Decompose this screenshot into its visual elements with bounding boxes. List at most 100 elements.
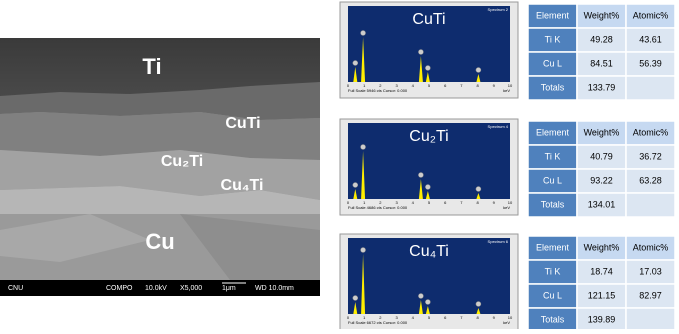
peak-marker — [360, 30, 366, 36]
table-value: 43.61 — [639, 34, 662, 44]
peak — [353, 302, 358, 314]
x-tick-label: 10 — [508, 315, 513, 320]
peak-marker — [352, 295, 359, 301]
peak — [418, 300, 423, 314]
x-tick-label: 3 — [395, 200, 398, 205]
phase-label: Cu₄Ti — [221, 177, 264, 194]
table-cell — [625, 283, 676, 309]
x-unit: keV — [503, 88, 510, 93]
x-tick-label: 0 — [347, 315, 350, 320]
table-cell — [625, 144, 676, 170]
peak-marker — [418, 172, 424, 178]
peak — [361, 151, 366, 199]
x-tick-label: 3 — [395, 83, 398, 88]
info-text: CNU — [8, 285, 23, 292]
x-tick-label: 0 — [347, 83, 350, 88]
x-tick-label: 8 — [476, 315, 479, 320]
x-unit: keV — [503, 205, 510, 210]
table-value: 49.28 — [590, 34, 613, 44]
info-text: 1μm — [222, 285, 236, 292]
table-value: 17.03 — [639, 266, 662, 276]
table-value: Ti K — [545, 266, 561, 276]
table-value: Cu L — [543, 58, 562, 68]
table-cell — [625, 192, 676, 218]
peak — [418, 56, 423, 82]
table-cell — [625, 259, 676, 285]
peak — [353, 67, 358, 82]
table-value: 133.79 — [588, 82, 616, 92]
table-value: 63.28 — [639, 175, 662, 185]
peak — [361, 254, 366, 314]
spectrum-title: Cu₂Ti — [409, 128, 448, 145]
table-header: Element — [536, 242, 570, 252]
x-tick-label: 10 — [508, 83, 513, 88]
table-value: 40.79 — [590, 151, 613, 161]
table-cell — [576, 75, 627, 101]
peak — [476, 308, 481, 314]
table-cell — [625, 235, 676, 261]
table-value: 139.89 — [588, 314, 616, 324]
x-tick-label: 8 — [476, 83, 479, 88]
x-tick-label: 6 — [444, 200, 447, 205]
table-header: Element — [536, 10, 570, 20]
content: Ti CuTi Cu₂Ti Cu₄Ti Cu CNU COMPO 10.0kV X5,000 1μ… — [8, 1, 676, 333]
x-unit: keV — [503, 320, 510, 325]
x-tick-label: 8 — [476, 200, 479, 205]
peak — [425, 306, 430, 314]
x-tick-label: 1 — [363, 315, 366, 320]
table-cell — [625, 75, 676, 101]
x-tick-label: 2 — [379, 83, 382, 88]
table-value: 18.74 — [590, 266, 613, 276]
table-cell — [527, 3, 578, 29]
table-value: 121.15 — [588, 290, 616, 300]
x-tick-label: 2 — [379, 200, 382, 205]
table-cell — [576, 192, 627, 218]
table-cell — [527, 283, 578, 309]
x-tick-label: 9 — [493, 315, 496, 320]
table-cell — [527, 75, 578, 101]
peak-marker — [360, 247, 366, 253]
table-value: Totals — [541, 314, 565, 324]
info-text: X5,000 — [180, 285, 202, 292]
table-value: Cu L — [543, 175, 562, 185]
peak-marker — [352, 182, 359, 188]
peak — [361, 37, 366, 82]
peak — [418, 179, 423, 199]
table-value: Totals — [541, 82, 565, 92]
table-header: Weight% — [584, 127, 620, 137]
table-header: Atomic% — [633, 10, 669, 20]
peak-marker — [475, 67, 482, 73]
table-cell — [527, 144, 578, 170]
table-header: Atomic% — [633, 127, 669, 137]
x-tick-label: 5 — [428, 83, 431, 88]
peak-marker — [425, 65, 431, 71]
spectrum-title: CuTi — [412, 11, 445, 28]
table-value: 93.22 — [590, 175, 613, 185]
spectrum-footer: Full Scale 5946 cts Cursor: 0.000 — [348, 88, 408, 93]
table-cell — [625, 51, 676, 77]
table-cell — [576, 144, 627, 170]
peak — [425, 191, 430, 199]
x-tick-label: 7 — [460, 83, 463, 88]
table-cell — [625, 307, 676, 333]
x-tick-label: 6 — [444, 315, 447, 320]
table-value: 56.39 — [639, 58, 662, 68]
phase-label: Cu₂Ti — [161, 153, 203, 170]
x-tick-label: 3 — [395, 315, 398, 320]
spectrum-name: Spectrum 2 — [488, 7, 509, 12]
peak-marker — [360, 144, 366, 150]
table-value: Cu L — [543, 290, 562, 300]
table-value: 82.97 — [639, 290, 662, 300]
x-tick-label: 7 — [460, 200, 463, 205]
info-text: COMPO — [106, 285, 133, 292]
table-value: Ti K — [545, 34, 561, 44]
table-header: Element — [536, 127, 570, 137]
spectrum-footer: Full Scale 4686 cts Cursor: 0.000 — [348, 205, 408, 210]
table-cell — [527, 307, 578, 333]
x-tick-label: 0 — [347, 200, 350, 205]
table-value: Ti K — [545, 151, 561, 161]
phase-label: Ti — [142, 54, 161, 79]
table-cell — [527, 235, 578, 261]
table-value: Totals — [541, 199, 565, 209]
